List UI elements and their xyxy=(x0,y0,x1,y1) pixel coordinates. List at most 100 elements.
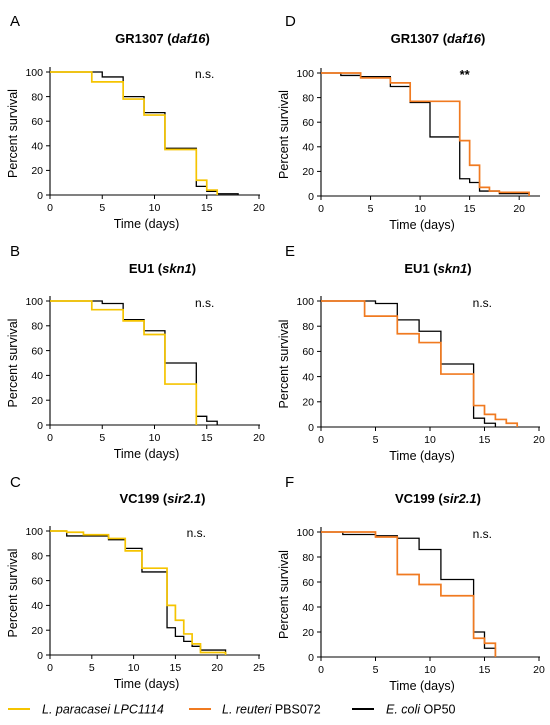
chart-title-main: GR1307 ( xyxy=(391,31,448,46)
significance-annotation: n.s. xyxy=(187,526,206,540)
y-tick-label: 0 xyxy=(308,191,314,203)
y-tick-label: 0 xyxy=(37,420,43,432)
x-tick-label: 0 xyxy=(318,434,324,446)
x-tick-label: 5 xyxy=(89,662,95,674)
x-tick-label: 10 xyxy=(149,202,161,214)
series-line-ecoli xyxy=(50,300,218,425)
y-tick-label: 100 xyxy=(25,296,43,308)
panel-f: F VC199 (sir2.1) 0 5 10 15 20 0 20 40 60 80 100 Time … xyxy=(277,474,545,693)
y-tick-label: 20 xyxy=(31,395,43,407)
series-line-paracasei xyxy=(50,71,219,195)
y-tick-label: 0 xyxy=(37,650,43,662)
x-tick-label: 0 xyxy=(47,662,53,674)
x-tick-label: 20 xyxy=(533,664,545,676)
x-tick-label: 0 xyxy=(47,202,53,214)
series-line-ecoli xyxy=(321,531,497,657)
chart-title-gene: daf16 xyxy=(172,31,207,46)
chart-title-gene: sir2.1 xyxy=(167,491,201,506)
chart-title-end: ) xyxy=(467,261,471,276)
x-tick-label: 5 xyxy=(368,203,374,215)
chart-title-end: ) xyxy=(206,31,210,46)
series-line-ecoli xyxy=(321,300,497,427)
y-tick-label: 60 xyxy=(31,116,43,128)
x-tick-label: 20 xyxy=(211,662,223,674)
legend-label-strain: LPC1114 xyxy=(110,703,164,717)
x-tick-label: 20 xyxy=(533,434,545,446)
x-tick-label: 20 xyxy=(513,203,525,215)
y-tick-label: 40 xyxy=(302,142,314,154)
y-tick-label: 100 xyxy=(296,527,314,539)
y-axis-label: Percent survival xyxy=(277,550,291,639)
y-tick-label: 80 xyxy=(302,552,314,564)
y-tick-label: 20 xyxy=(302,397,314,409)
x-axis-label: Time (days) xyxy=(389,679,455,693)
y-tick-label: 0 xyxy=(308,422,314,434)
y-tick-label: 20 xyxy=(302,166,314,178)
y-axis-label: Percent survival xyxy=(277,90,291,179)
y-tick-label: 40 xyxy=(302,602,314,614)
significance-annotation: n.s. xyxy=(473,527,492,541)
legend-label-strain: PBS072 xyxy=(271,703,320,717)
chart-title: GR1307 (daf16) xyxy=(391,31,486,46)
y-tick-label: 60 xyxy=(302,117,314,129)
series-line-paracasei xyxy=(50,300,198,425)
x-tick-label: 15 xyxy=(201,432,213,444)
x-axis-label: Time (days) xyxy=(114,217,180,231)
x-tick-label: 5 xyxy=(99,202,105,214)
x-axis-label: Time (days) xyxy=(114,447,180,461)
x-tick-label: 25 xyxy=(253,662,265,674)
panel-b: B EU1 (skn1) 0 5 10 15 20 0 20 40 60 80 100 Time (day… xyxy=(6,243,265,461)
legend-label-species: L. reuteri xyxy=(222,703,273,717)
x-tick-label: 15 xyxy=(464,203,476,215)
y-tick-label: 80 xyxy=(302,92,314,104)
x-tick-label: 10 xyxy=(424,664,436,676)
legend-label-species: E. coli xyxy=(386,703,421,717)
chart-title: VC199 (sir2.1) xyxy=(395,491,481,506)
significance-annotation: n.s. xyxy=(473,296,492,310)
x-tick-label: 0 xyxy=(318,203,324,215)
y-tick-label: 60 xyxy=(302,577,314,589)
chart-title-main: VC199 ( xyxy=(119,491,167,506)
x-tick-label: 20 xyxy=(253,432,265,444)
panel-a: A GR1307 (daf16) 0 5 10 15 20 0 20 40 60 80 100 Time … xyxy=(6,13,265,231)
y-tick-label: 20 xyxy=(31,165,43,177)
panel-label: F xyxy=(285,474,294,491)
x-tick-label: 15 xyxy=(479,664,491,676)
panel-label: C xyxy=(10,474,21,491)
y-axis-label: Percent survival xyxy=(6,319,20,408)
x-tick-label: 10 xyxy=(414,203,426,215)
x-tick-label: 10 xyxy=(149,432,161,444)
panel-label: D xyxy=(285,13,296,30)
y-tick-label: 0 xyxy=(37,190,43,202)
chart-title-main: GR1307 ( xyxy=(115,31,172,46)
y-tick-label: 60 xyxy=(31,345,43,357)
y-tick-label: 80 xyxy=(31,551,43,563)
chart-title-main: EU1 ( xyxy=(129,261,163,276)
y-tick-label: 40 xyxy=(31,370,43,382)
legend-label: L. reuteri PBS072 xyxy=(222,703,321,717)
x-tick-label: 20 xyxy=(253,202,265,214)
y-axis-label: Percent survival xyxy=(277,320,291,409)
chart-title-end: ) xyxy=(201,491,205,506)
x-tick-label: 15 xyxy=(479,434,491,446)
chart-title-end: ) xyxy=(481,31,485,46)
x-tick-label: 15 xyxy=(201,202,213,214)
y-axis-label: Percent survival xyxy=(6,89,20,178)
y-tick-label: 100 xyxy=(25,526,43,538)
x-tick-label: 0 xyxy=(318,664,324,676)
x-tick-label: 5 xyxy=(373,664,379,676)
chart-title-gene: daf16 xyxy=(447,31,482,46)
y-tick-label: 20 xyxy=(302,627,314,639)
x-axis-label: Time (days) xyxy=(114,677,180,691)
y-tick-label: 20 xyxy=(31,625,43,637)
chart-title-gene: sir2.1 xyxy=(443,491,477,506)
series-line-reuteri xyxy=(321,72,530,196)
legend-label: E. coli OP50 xyxy=(386,703,456,717)
x-axis-label: Time (days) xyxy=(389,218,455,232)
panel-d: D GR1307 (daf16) 0 5 10 15 20 0 20 40 60 80 100 Time … xyxy=(277,13,540,232)
x-tick-label: 5 xyxy=(99,432,105,444)
chart-title: VC199 (sir2.1) xyxy=(119,491,205,506)
y-tick-label: 40 xyxy=(31,141,43,153)
y-tick-label: 40 xyxy=(302,371,314,383)
